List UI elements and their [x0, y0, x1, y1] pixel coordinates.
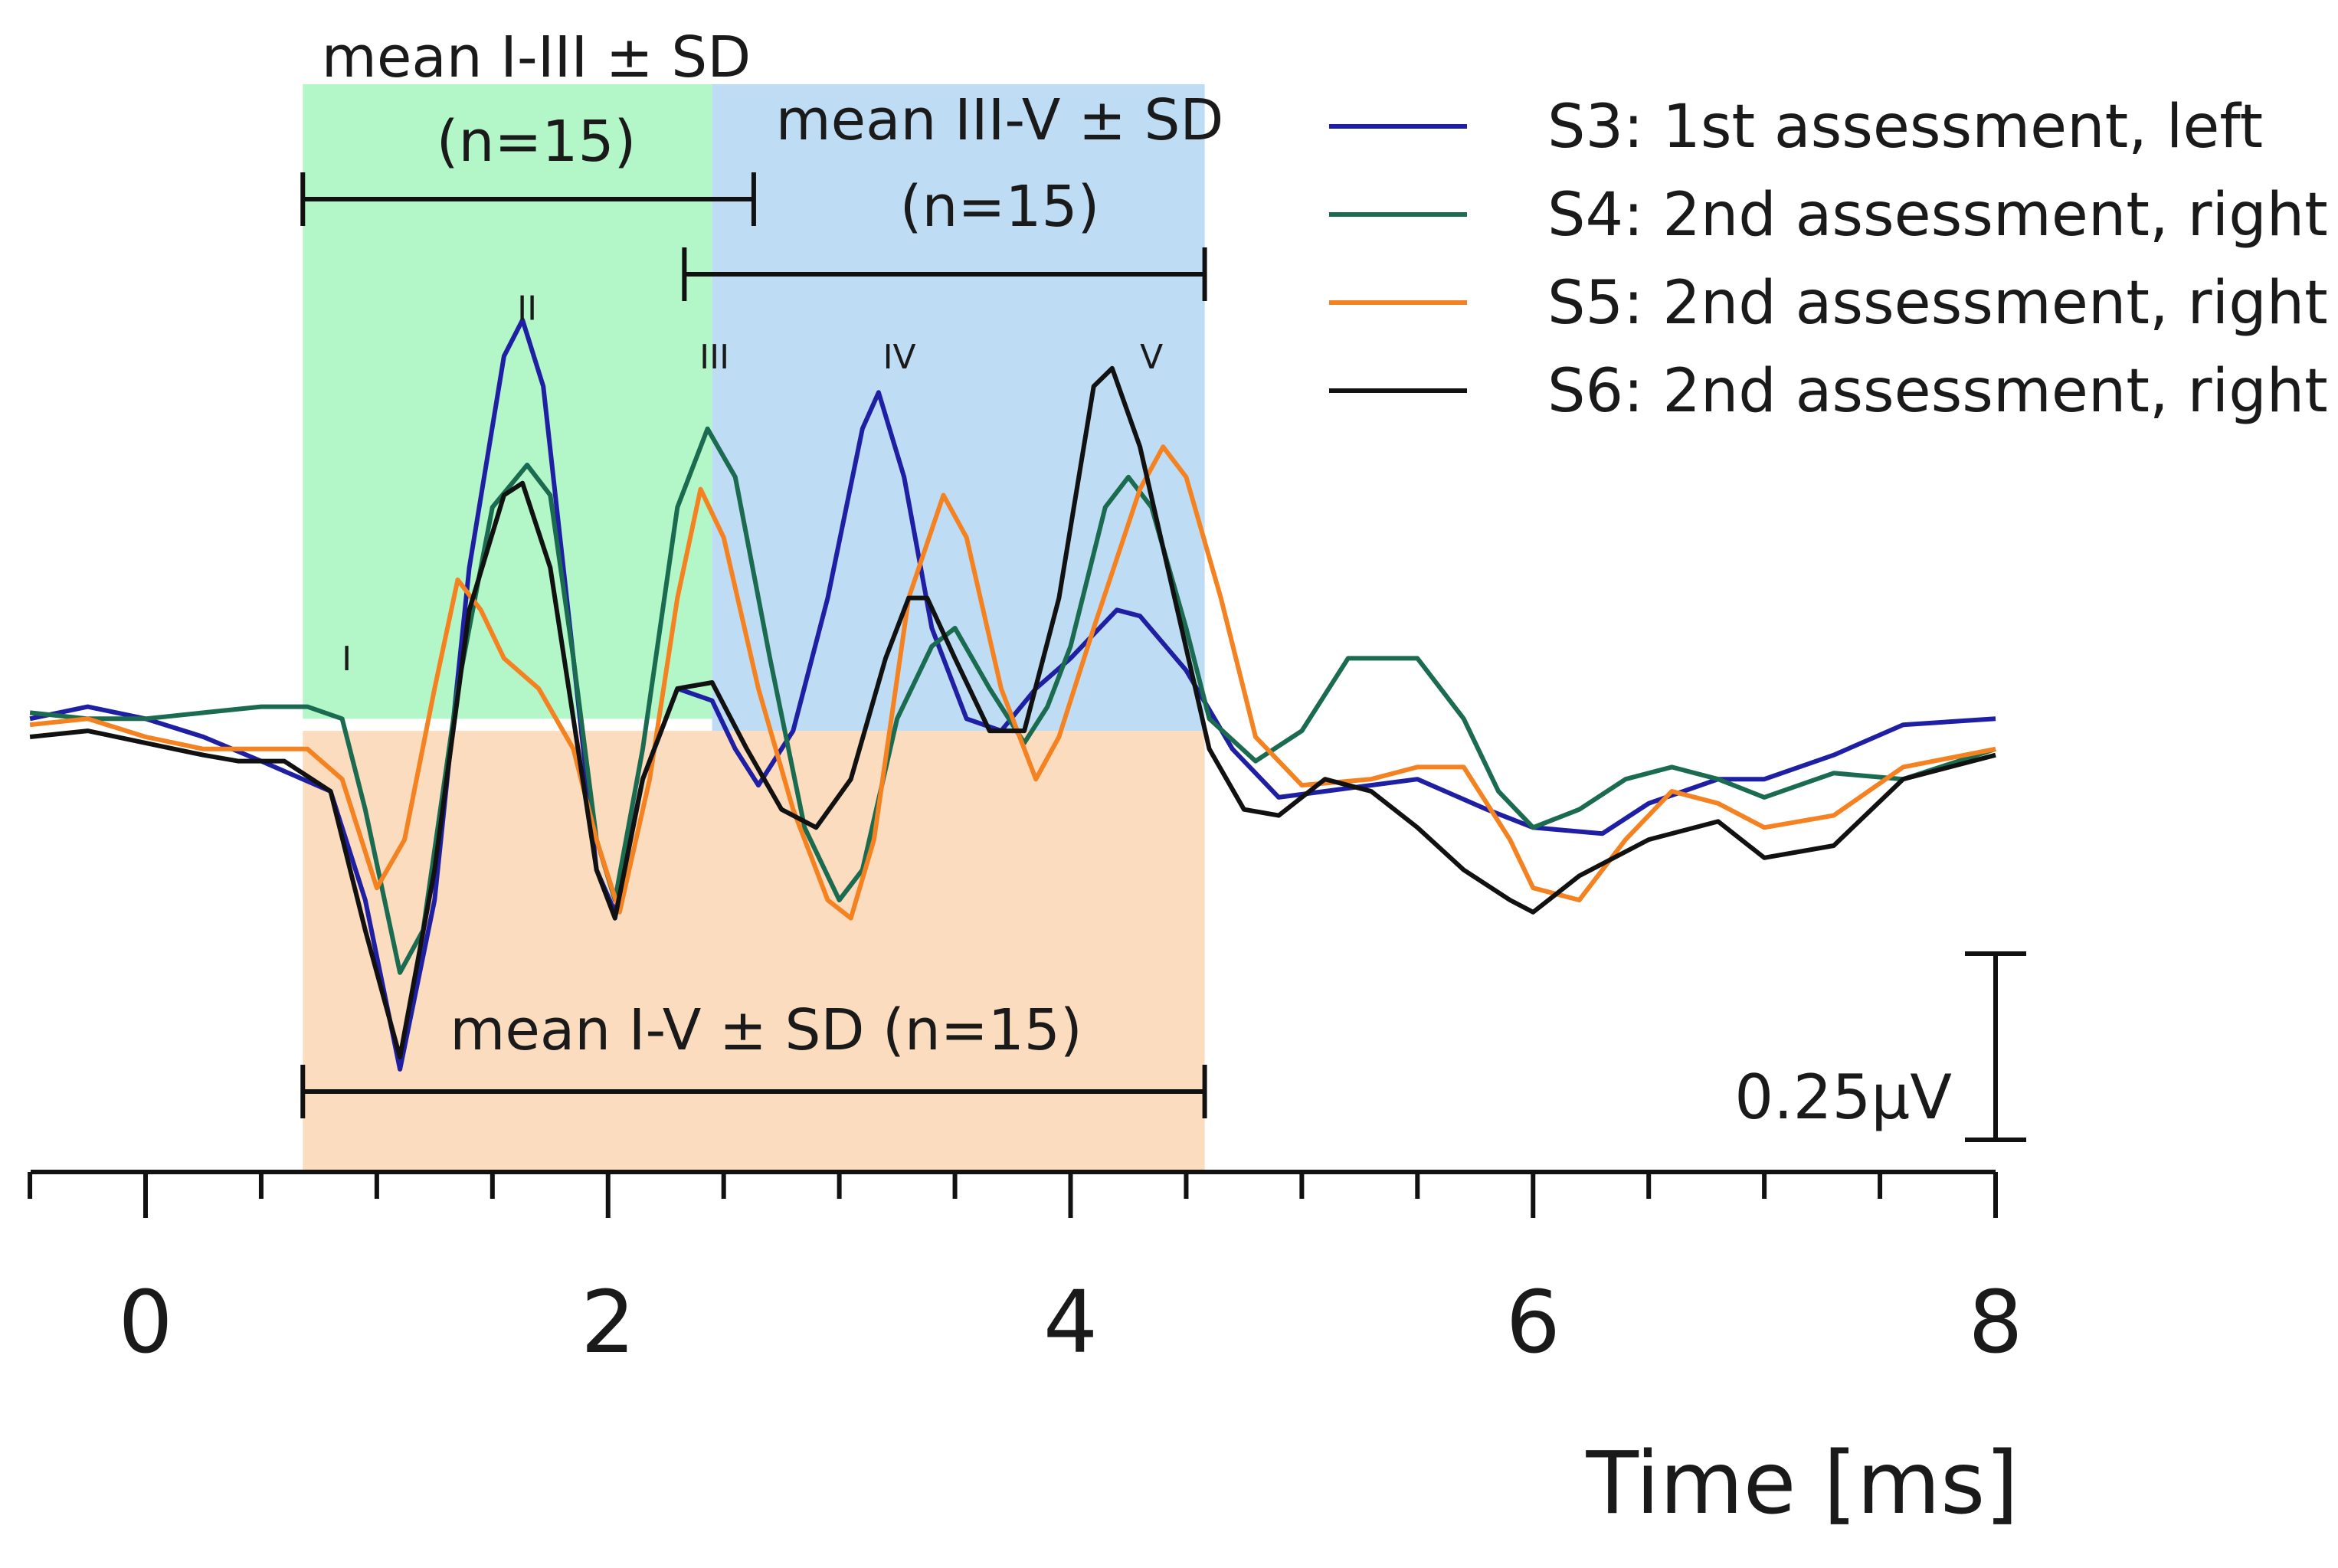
region-label-0-0: mean I-III ± SD — [322, 25, 751, 90]
regions-layer — [303, 84, 1205, 1172]
legend-label-4: S4: 2nd assessment, right — [1547, 181, 2328, 250]
peak-label-I: I — [342, 640, 352, 679]
region-0 — [303, 84, 712, 719]
x-axis-label: Time [ms] — [1585, 1434, 2019, 1534]
legend-label-3: S3: 1st assessment, left — [1547, 93, 2263, 162]
peak-label-II: II — [517, 290, 537, 329]
scale-bar: 0.25µV — [1734, 951, 2026, 1142]
series-line-6 — [29, 365, 1996, 1060]
peak-label-IV: IV — [883, 338, 916, 377]
legend-label-6: S6: 2nd assessment, right — [1547, 357, 2328, 426]
x-tick-label-6: 6 — [1506, 1273, 1560, 1373]
annotation-layer: mean I-III ± SD (n=15) mean III-V ± SD (n=1… — [300, 25, 1224, 1118]
x-axis: 0 2 4 6 8 Time [ms] — [28, 1170, 2023, 1534]
x-tick-label-2: 2 — [581, 1273, 635, 1373]
series-layer — [29, 317, 1996, 1072]
peak-label-V: V — [1140, 338, 1163, 377]
region-2 — [303, 731, 1205, 1172]
region-1 — [712, 84, 1205, 732]
scale-bar-label: 0.25µV — [1734, 1062, 1952, 1133]
region-label-0-1: (n=15) — [437, 109, 637, 175]
x-tick-label-4: 4 — [1043, 1273, 1098, 1373]
region-label-1-1: (n=15) — [900, 174, 1100, 240]
x-tick-label-0: 0 — [118, 1273, 172, 1373]
region-label-1-0: mean III-V ± SD — [776, 87, 1224, 153]
region-label-2-0: mean I-V ± SD (n=15) — [450, 997, 1082, 1063]
legend-label-5: S5: 2nd assessment, right — [1547, 269, 2328, 338]
peak-label-III: III — [699, 338, 729, 377]
series-line-5 — [29, 444, 1996, 921]
series-line-4 — [29, 426, 1996, 975]
x-tick-label-8: 8 — [1968, 1273, 2022, 1373]
legend: S3: 1st assessment, left S4: 2nd assessme… — [1329, 93, 2328, 426]
